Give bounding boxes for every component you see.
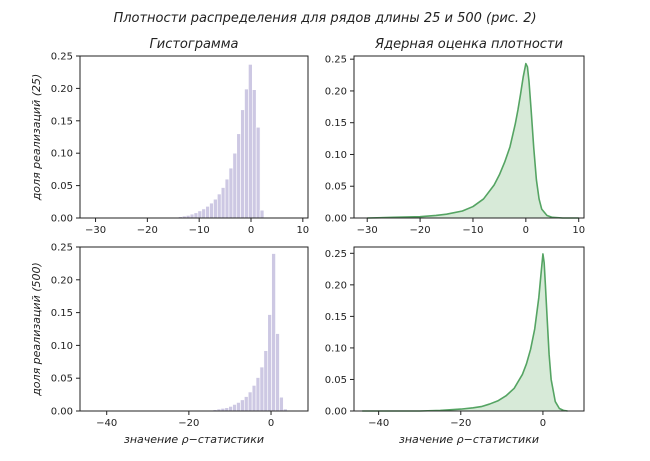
histogram-bar xyxy=(205,206,210,219)
x-tick-label: −40 xyxy=(96,418,117,429)
y-tick-label: 0.15 xyxy=(325,312,347,323)
histogram-bar xyxy=(213,198,218,219)
kde-area xyxy=(367,63,579,219)
x-tick-label: 0 xyxy=(268,418,274,429)
histogram-bar xyxy=(279,396,284,412)
histogram-bar xyxy=(255,126,261,219)
y-tick-label: 0.00 xyxy=(51,407,73,418)
bar-series xyxy=(205,253,288,412)
y-tick-label: 0.00 xyxy=(51,214,73,225)
histogram-bar xyxy=(220,187,226,219)
histogram-bar xyxy=(259,209,265,219)
x-tick-label: −30 xyxy=(85,225,106,236)
y-tick-label: 0.20 xyxy=(51,84,73,95)
histogram-bar xyxy=(189,213,195,219)
y-tick-label: 0.20 xyxy=(325,86,347,97)
histogram-bar xyxy=(271,253,276,412)
y-tick-label: 0.05 xyxy=(325,375,347,386)
x-tick-label: −20 xyxy=(178,418,199,429)
panel-kde-500: −40 −20 0 0.00 0.05 0.10 0.15 0.20 0.25 значение … xyxy=(325,246,585,446)
histogram-bar xyxy=(244,88,249,219)
y-tick-label: 0.00 xyxy=(325,214,347,225)
x-tick-label: −40 xyxy=(368,418,389,429)
x-tick-label: 0 xyxy=(248,225,254,236)
y-axis-label: доля реализаций (500) xyxy=(30,262,43,397)
histogram-bar xyxy=(275,333,280,412)
y-tick-label: 0.05 xyxy=(51,374,73,385)
y-tick-label: 0.25 xyxy=(51,52,73,63)
histogram-bar xyxy=(201,208,206,219)
histogram-bar xyxy=(244,396,249,412)
y-tick-label: 0.10 xyxy=(51,341,73,352)
histogram-bar xyxy=(232,404,237,412)
histogram-bar xyxy=(259,366,265,412)
y-tick-label: 0.25 xyxy=(325,55,347,66)
axes-frame xyxy=(353,55,585,219)
x-tick-label: −20 xyxy=(137,225,158,236)
y-tick-label: 0.05 xyxy=(325,182,347,193)
histogram-bar xyxy=(240,399,245,412)
histogram-bar xyxy=(209,202,214,219)
panel-kde-25: −30 −20 −10 0 10 0.00 0.05 0.10 0.15 0.20 0.25 Ядер… xyxy=(325,37,585,236)
kde-line xyxy=(362,253,568,412)
x-tick-label: −30 xyxy=(357,225,378,236)
histogram-bar xyxy=(252,89,257,219)
y-tick-label: 0.15 xyxy=(51,308,73,319)
kde-line xyxy=(367,62,579,219)
y-axis-label: доля реализаций (25) xyxy=(30,74,43,202)
y-tick-label: 0.10 xyxy=(51,149,73,160)
histogram-bar xyxy=(228,167,234,219)
histogram-bar xyxy=(197,210,203,219)
y-tick-label: 0.05 xyxy=(51,181,73,192)
x-tick-label: 10 xyxy=(572,225,585,236)
histogram-bar xyxy=(240,109,245,219)
x-axis-label: значение ρ−статистики xyxy=(124,433,264,446)
histogram-bar xyxy=(267,314,272,412)
y-tick-label: 0.00 xyxy=(325,407,347,418)
x-tick-label: −20 xyxy=(410,225,431,236)
x-tick-label: 0 xyxy=(523,225,529,236)
y-tick-label: 0.15 xyxy=(325,118,347,129)
x-tick-label: −20 xyxy=(450,418,471,429)
y-tick-label: 0.25 xyxy=(325,249,347,260)
y-tick-label: 0.20 xyxy=(325,280,347,291)
bar-series xyxy=(170,64,265,219)
y-tick-label: 0.10 xyxy=(325,150,347,161)
histogram-bar xyxy=(251,385,257,412)
x-axis-label: значение ρ−статистики xyxy=(399,433,539,446)
histogram-bar xyxy=(236,133,241,219)
y-tick-label: 0.15 xyxy=(51,116,73,127)
y-tick-label: 0.20 xyxy=(51,275,73,286)
histogram-bar xyxy=(255,377,261,412)
x-tick-label: 0 xyxy=(540,418,546,429)
axes-frame xyxy=(353,246,585,412)
figure-suptitle: Плотности распределения для рядов длины … xyxy=(113,11,536,26)
histogram-bar xyxy=(224,178,230,219)
panel-title: Ядерная оценка плотности xyxy=(374,37,563,52)
histogram-bar xyxy=(217,193,222,219)
histogram-bar xyxy=(228,406,233,412)
kde-area xyxy=(362,253,568,411)
x-tick-label: −10 xyxy=(462,225,483,236)
histogram-bar xyxy=(263,350,269,412)
panel-title: Гистограмма xyxy=(150,37,239,52)
y-tick-label: 0.25 xyxy=(51,243,73,254)
axes-frame xyxy=(79,55,309,219)
panel-histogram-25: −30 −20 −10 0 10 0.00 0.05 0.10 0.15 0.20 0.25 Гист… xyxy=(30,37,309,236)
histogram-bar xyxy=(236,402,241,412)
panel-histogram-500: −40 −20 0 0.00 0.05 0.10 0.15 0.20 0.25 доля реал… xyxy=(30,243,309,446)
histogram-bar xyxy=(193,212,199,219)
y-tick-label: 0.10 xyxy=(325,343,347,354)
x-tick-label: 10 xyxy=(296,225,309,236)
x-tick-label: −10 xyxy=(189,225,210,236)
axes-frame xyxy=(79,246,309,412)
histogram-bar xyxy=(248,64,253,219)
histogram-bar xyxy=(232,152,238,219)
histogram-bar xyxy=(247,391,253,412)
